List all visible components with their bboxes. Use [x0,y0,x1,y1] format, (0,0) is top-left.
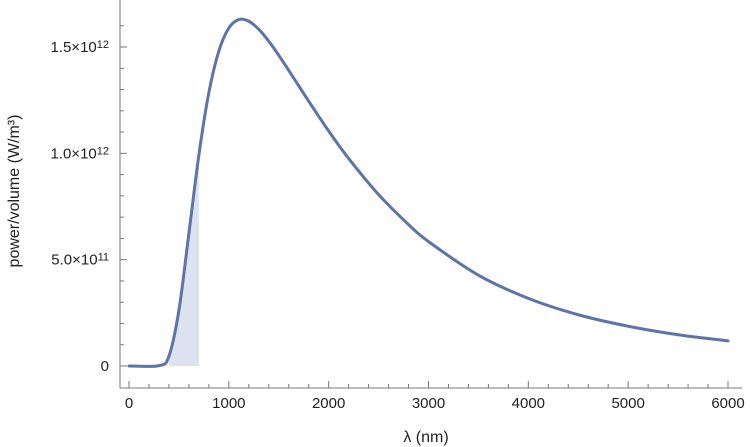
x-tick-label: 4000 [512,395,545,412]
series-layer [127,17,730,368]
x-tick-label: 6000 [711,395,744,412]
y-axis-title: power/volume (W/m³) [6,115,23,268]
x-tick-label: 3000 [412,395,445,412]
x-tick-label: 2000 [312,395,345,412]
series-line [127,17,730,368]
shaded-region-layer [168,155,199,366]
y-tick-label: 1.0×1012 [50,145,109,162]
x-tick-label: 0 [125,395,133,412]
y-tick-label: 5.0×1011 [51,251,109,268]
y-axis-ticks: 0 5.0×1011 1.0×1012 1.5×1012 [50,25,127,375]
y-tick-label: 1.5×1012 [50,39,109,56]
x-tick-label: 5000 [611,395,644,412]
shaded-region [168,155,199,366]
x-axis-title: λ (nm) [403,429,448,446]
x-axis-ticks: 0 1000 2000 3000 4000 5000 6000 [125,381,745,412]
x-tick-label: 1000 [212,395,245,412]
y-tick-label: 0 [101,358,109,375]
